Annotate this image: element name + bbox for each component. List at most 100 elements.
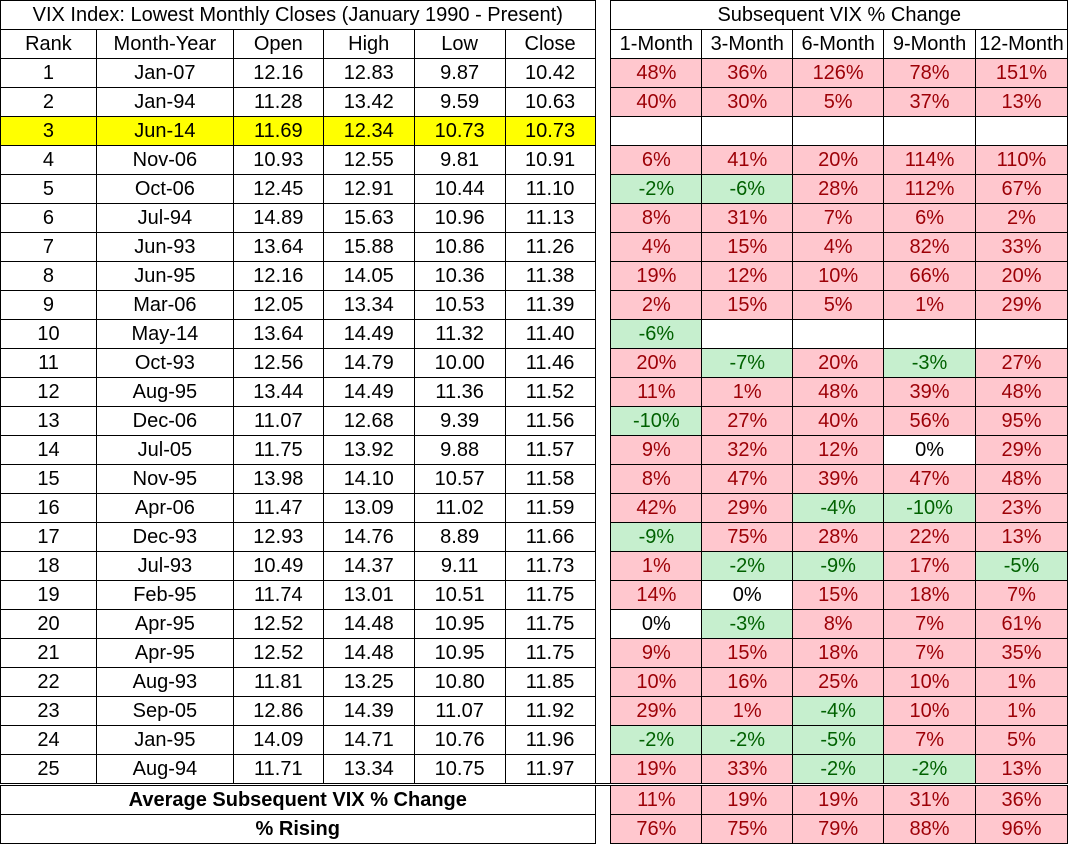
open-cell: 14.89 <box>232 203 324 233</box>
change-1-month-cell <box>610 116 703 146</box>
rank-cell: 21 <box>0 638 97 668</box>
change-1-month-cell: 8% <box>610 203 703 233</box>
rank-cell: 3 <box>0 116 97 146</box>
column-gap <box>594 783 612 815</box>
open-cell: 13.44 <box>232 377 324 407</box>
close-cell: 11.58 <box>504 464 596 494</box>
change-6-month-cell: 126% <box>792 58 885 88</box>
month-year-cell: Nov-06 <box>95 145 234 175</box>
open-cell: 12.56 <box>232 348 324 378</box>
totals-value-cell: 75% <box>701 814 794 844</box>
high-cell: 14.49 <box>322 377 415 407</box>
high-cell: 14.05 <box>322 261 415 291</box>
month-year-cell: Aug-93 <box>95 667 234 697</box>
low-cell: 10.57 <box>413 464 506 494</box>
change-1-month-cell: -10% <box>610 406 703 436</box>
rank-cell: 14 <box>0 435 97 465</box>
change-12-month-cell: 29% <box>974 435 1068 465</box>
average-change-row: Average Subsequent VIX % Change 11% 19% 19%… <box>0 783 1068 815</box>
high-cell: 13.34 <box>322 754 415 785</box>
change-3-month-cell: 16% <box>701 667 794 697</box>
change-9-month-cell: 37% <box>883 87 976 117</box>
change-12-month-cell: 1% <box>974 696 1068 726</box>
month-year-cell: Jan-94 <box>95 87 234 117</box>
high-cell: 13.42 <box>322 87 415 117</box>
change-9-month-cell: 66% <box>883 261 976 291</box>
rank-cell: 6 <box>0 203 97 233</box>
rank-cell: 8 <box>0 261 97 291</box>
open-cell: 12.16 <box>232 261 324 291</box>
low-cell: 10.86 <box>413 232 506 262</box>
rank-cell: 23 <box>0 696 97 726</box>
close-cell: 11.56 <box>504 406 596 436</box>
month-year-cell: Aug-94 <box>95 754 234 785</box>
change-6-month-cell: 5% <box>792 87 885 117</box>
close-cell: 10.42 <box>504 58 596 88</box>
low-cell: 10.75 <box>413 754 506 785</box>
close-cell: 11.75 <box>504 609 596 639</box>
table-row: 7 Jun-93 13.64 15.88 10.86 11.26 4% 15% 4% 82% 33% <box>0 232 1068 262</box>
rank-cell: 1 <box>0 58 97 88</box>
change-3-month-cell: 15% <box>701 638 794 668</box>
close-cell: 11.38 <box>504 261 596 291</box>
high-cell: 14.76 <box>322 522 415 552</box>
change-6-month-cell: 15% <box>792 580 885 610</box>
table-row: 22 Aug-93 11.81 13.25 10.80 11.85 10% 16% 25% 10%… <box>0 667 1068 697</box>
low-cell: 9.81 <box>413 145 506 175</box>
change-9-month-cell: 56% <box>883 406 976 436</box>
totals-value-cell: 11% <box>610 783 703 815</box>
change-6-month-cell: 4% <box>792 232 885 262</box>
table-row: 11 Oct-93 12.56 14.79 10.00 11.46 20% -7% 20% -3%… <box>0 348 1068 378</box>
close-cell: 11.96 <box>504 725 596 755</box>
change-3-month-cell: -3% <box>701 609 794 639</box>
totals-value-cell: 31% <box>883 783 976 815</box>
change-3-month-cell: 15% <box>701 290 794 320</box>
change-6-month-cell: 10% <box>792 261 885 291</box>
close-cell: 11.73 <box>504 551 596 581</box>
high-cell: 14.48 <box>322 638 415 668</box>
change-12-month-cell: 2% <box>974 203 1068 233</box>
change-1-month-cell: 4% <box>610 232 703 262</box>
low-cell: 10.73 <box>413 116 506 146</box>
header-high: High <box>322 29 415 59</box>
low-cell: 10.95 <box>413 609 506 639</box>
low-cell: 10.95 <box>413 638 506 668</box>
change-6-month-cell: -4% <box>792 493 885 523</box>
change-3-month-cell: 1% <box>701 696 794 726</box>
change-1-month-cell: 48% <box>610 58 703 88</box>
totals-value-cell: 76% <box>610 814 703 844</box>
change-9-month-cell: 0% <box>883 435 976 465</box>
change-12-month-cell: 61% <box>974 609 1068 639</box>
open-cell: 12.93 <box>232 522 324 552</box>
change-9-month-cell <box>883 116 976 146</box>
low-cell: 10.80 <box>413 667 506 697</box>
column-gap <box>594 580 612 610</box>
change-9-month-cell: 7% <box>883 725 976 755</box>
close-cell: 11.40 <box>504 319 596 349</box>
change-3-month-cell: 41% <box>701 145 794 175</box>
month-year-cell: Feb-95 <box>95 580 234 610</box>
table-row: 2 Jan-94 11.28 13.42 9.59 10.63 40% 30% 5% 37% 13% <box>0 87 1068 117</box>
change-12-month-cell: 1% <box>974 667 1068 697</box>
rank-cell: 13 <box>0 406 97 436</box>
open-cell: 12.52 <box>232 609 324 639</box>
change-3-month-cell: 30% <box>701 87 794 117</box>
high-cell: 12.91 <box>322 174 415 204</box>
change-3-month-cell: -6% <box>701 174 794 204</box>
low-cell: 9.87 <box>413 58 506 88</box>
change-1-month-cell: 14% <box>610 580 703 610</box>
change-3-month-cell: 15% <box>701 232 794 262</box>
column-gap <box>594 145 612 175</box>
month-year-cell: Jan-95 <box>95 725 234 755</box>
open-cell: 12.52 <box>232 638 324 668</box>
change-12-month-cell: 13% <box>974 754 1068 785</box>
high-cell: 12.34 <box>322 116 415 146</box>
table-row: 20 Apr-95 12.52 14.48 10.95 11.75 0% -3% 8% 7% 61% <box>0 609 1068 639</box>
change-12-month-cell: 13% <box>974 87 1068 117</box>
open-cell: 11.07 <box>232 406 324 436</box>
change-9-month-cell: 10% <box>883 667 976 697</box>
column-gap <box>594 609 612 639</box>
table-row: 23 Sep-05 12.86 14.39 11.07 11.92 29% 1% -4% 10% 1… <box>0 696 1068 726</box>
high-cell: 14.37 <box>322 551 415 581</box>
totals-value-cell: 88% <box>883 814 976 844</box>
